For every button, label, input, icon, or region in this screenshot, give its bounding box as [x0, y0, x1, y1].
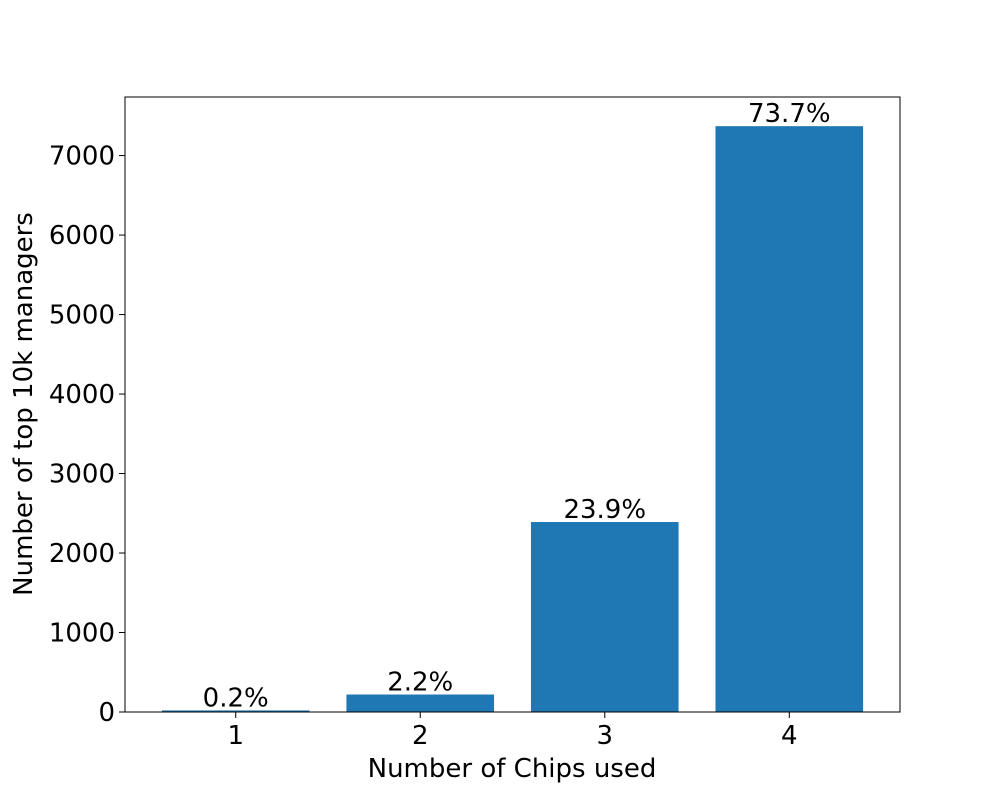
data-label-2: 2.2%: [387, 668, 453, 698]
y-tick-label: 6000: [49, 221, 115, 251]
x-tick-label: 3: [596, 721, 613, 751]
bar-4: [715, 126, 864, 712]
plot-frame: [124, 96, 901, 713]
bar-2: [346, 694, 495, 712]
y-axis: 0 1000 2000 3000 4000 5000 6000 7000: [49, 142, 125, 728]
bar-1: [161, 710, 310, 712]
y-tick-label: 7000: [49, 142, 115, 172]
data-label-3: 23.9%: [563, 495, 646, 525]
y-tick-label: 5000: [49, 301, 115, 331]
bars-group: [161, 126, 864, 712]
y-tick-label: 2000: [49, 539, 115, 569]
x-axis-label: Number of Chips used: [368, 754, 657, 784]
x-tick-label: 2: [412, 721, 429, 751]
x-axis: 1 2 3 4: [227, 712, 798, 751]
y-axis-label: Number of top 10k managers: [9, 212, 39, 596]
data-label-1: 0.2%: [203, 683, 269, 713]
data-labels-group: 0.2% 2.2% 23.9% 73.7%: [203, 99, 831, 713]
bar-3: [530, 522, 679, 712]
x-tick-label: 1: [227, 721, 244, 751]
y-tick-label: 4000: [49, 380, 115, 410]
y-tick-label: 3000: [49, 460, 115, 490]
x-tick-label: 4: [781, 721, 798, 751]
data-label-4: 73.7%: [748, 99, 831, 129]
y-tick-label: 0: [98, 698, 115, 728]
y-tick-label: 1000: [49, 619, 115, 649]
